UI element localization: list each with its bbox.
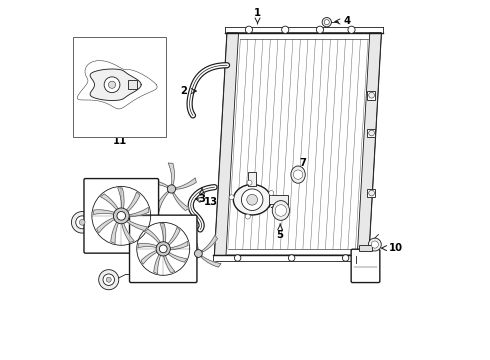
- Circle shape: [322, 18, 331, 27]
- Circle shape: [289, 255, 295, 261]
- Text: 5: 5: [277, 224, 284, 239]
- Circle shape: [245, 26, 252, 33]
- Polygon shape: [141, 250, 158, 264]
- Polygon shape: [202, 235, 218, 252]
- Circle shape: [103, 274, 115, 285]
- Circle shape: [72, 212, 93, 233]
- Circle shape: [247, 194, 258, 205]
- Circle shape: [294, 170, 303, 179]
- Polygon shape: [201, 256, 221, 267]
- Text: 7: 7: [298, 158, 306, 172]
- Text: 11: 11: [112, 132, 126, 145]
- Ellipse shape: [272, 201, 290, 220]
- FancyBboxPatch shape: [84, 179, 159, 253]
- Circle shape: [242, 189, 263, 211]
- Circle shape: [317, 26, 323, 33]
- Circle shape: [371, 241, 378, 248]
- Circle shape: [282, 26, 289, 33]
- Circle shape: [117, 212, 125, 220]
- Bar: [73, 37, 166, 137]
- Ellipse shape: [291, 166, 305, 183]
- Polygon shape: [172, 193, 190, 211]
- Bar: [367, 189, 375, 197]
- Polygon shape: [97, 217, 116, 233]
- Text: 3: 3: [198, 188, 205, 204]
- Bar: [367, 129, 375, 137]
- Circle shape: [245, 214, 250, 219]
- Circle shape: [108, 81, 116, 88]
- Bar: [270, 195, 288, 204]
- Text: 2: 2: [181, 86, 196, 96]
- Bar: [367, 91, 375, 99]
- Text: 10: 10: [382, 243, 402, 253]
- Circle shape: [113, 208, 129, 224]
- FancyBboxPatch shape: [129, 215, 197, 283]
- Circle shape: [76, 216, 89, 229]
- Polygon shape: [167, 252, 187, 262]
- Circle shape: [168, 185, 175, 193]
- Polygon shape: [127, 207, 149, 217]
- Polygon shape: [154, 253, 161, 274]
- Polygon shape: [125, 192, 140, 212]
- Polygon shape: [176, 178, 196, 189]
- Polygon shape: [118, 188, 124, 210]
- Ellipse shape: [233, 184, 271, 215]
- Text: 1: 1: [254, 8, 261, 24]
- Polygon shape: [215, 33, 381, 255]
- Polygon shape: [90, 69, 141, 100]
- Circle shape: [104, 77, 120, 93]
- Polygon shape: [357, 33, 381, 255]
- Polygon shape: [168, 163, 174, 184]
- Polygon shape: [93, 210, 116, 215]
- Polygon shape: [126, 219, 147, 231]
- Polygon shape: [122, 222, 134, 242]
- Circle shape: [229, 195, 234, 200]
- Bar: [128, 80, 137, 89]
- Circle shape: [247, 180, 252, 185]
- Circle shape: [98, 270, 119, 290]
- Circle shape: [195, 249, 202, 257]
- Polygon shape: [145, 229, 161, 244]
- Circle shape: [343, 255, 349, 261]
- Text: 8: 8: [242, 195, 253, 208]
- Text: 6: 6: [263, 200, 276, 210]
- Text: 13: 13: [196, 197, 218, 207]
- Circle shape: [275, 205, 287, 216]
- Polygon shape: [160, 224, 166, 243]
- Circle shape: [368, 190, 374, 196]
- Circle shape: [348, 26, 355, 33]
- Circle shape: [269, 190, 274, 195]
- Polygon shape: [186, 231, 198, 249]
- Polygon shape: [174, 252, 194, 259]
- Polygon shape: [192, 257, 197, 278]
- Circle shape: [368, 93, 374, 98]
- Polygon shape: [146, 180, 168, 187]
- Text: 14: 14: [101, 232, 115, 248]
- Circle shape: [79, 220, 85, 225]
- Circle shape: [159, 245, 167, 253]
- Bar: [359, 245, 372, 251]
- Text: 9: 9: [369, 269, 376, 283]
- Circle shape: [106, 277, 111, 282]
- Circle shape: [156, 242, 171, 256]
- Text: 15: 15: [127, 229, 147, 242]
- Polygon shape: [138, 243, 158, 248]
- Circle shape: [324, 20, 329, 25]
- Polygon shape: [164, 255, 175, 273]
- Polygon shape: [100, 194, 119, 211]
- Bar: [248, 172, 256, 186]
- Polygon shape: [111, 221, 119, 243]
- FancyBboxPatch shape: [351, 249, 380, 283]
- Text: 4: 4: [335, 17, 351, 27]
- Polygon shape: [167, 228, 180, 246]
- Circle shape: [368, 238, 381, 251]
- Circle shape: [368, 130, 374, 136]
- Circle shape: [234, 255, 241, 261]
- Polygon shape: [169, 241, 188, 249]
- Text: 12: 12: [136, 84, 159, 94]
- Polygon shape: [155, 192, 169, 212]
- Polygon shape: [215, 33, 239, 255]
